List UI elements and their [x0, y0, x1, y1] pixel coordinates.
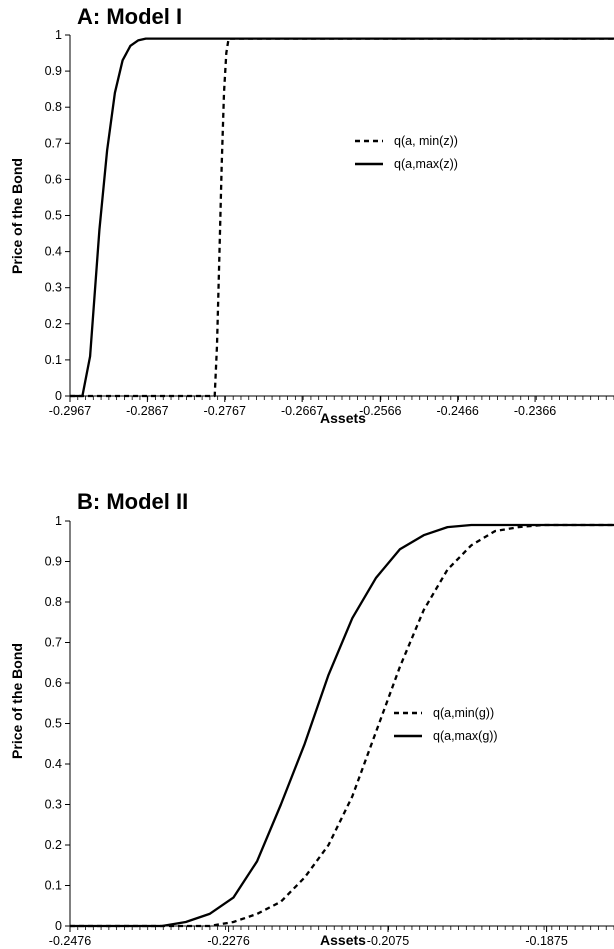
x-tick-label: -0.2667 — [281, 404, 323, 418]
x-tick-label: -0.2476 — [49, 934, 91, 948]
x-tick-label: -0.2566 — [359, 404, 401, 418]
y-axis-label: Price of the Bond — [9, 158, 25, 274]
x-axis-label: Assets — [320, 932, 366, 948]
x-axis-label: Assets — [320, 410, 366, 426]
y-tick-label: 0.3 — [45, 281, 62, 295]
legend: q(a,min(g)) q(a,max(g)) — [394, 706, 498, 743]
y-tick-label: 0.8 — [45, 100, 62, 114]
legend: q(a, min(z)) q(a,max(z)) — [355, 134, 458, 171]
panel-model-ii: B: Model II Price of the Bond Assets q(a… — [9, 489, 614, 948]
y-tick-label: 0.5 — [45, 209, 62, 223]
x-tick-label: -0.2967 — [49, 404, 91, 418]
legend-label: q(a,min(g)) — [433, 706, 494, 720]
panel-model-i: A: Model I Price of the Bond Assets q(a,… — [9, 4, 614, 426]
legend-label: q(a,max(g)) — [433, 729, 498, 743]
y-tick-label: 0.1 — [45, 353, 62, 367]
x-tick-label: -0.2366 — [514, 404, 556, 418]
series-line-0 — [70, 523, 614, 928]
y-tick-label: 0.2 — [45, 838, 62, 852]
panel-title: B: Model II — [77, 489, 188, 514]
y-tick-label: 0.5 — [45, 717, 62, 731]
y-tick-label: 0.6 — [45, 676, 62, 690]
y-tick-label: 1 — [55, 514, 62, 528]
x-tick-label: -0.1875 — [525, 934, 567, 948]
y-tick-label: 0.9 — [45, 555, 62, 569]
y-tick-label: 0.7 — [45, 136, 62, 150]
y-tick-label: 0.4 — [45, 757, 62, 771]
y-tick-label: 0 — [55, 919, 62, 933]
legend-label: q(a,max(z)) — [394, 157, 458, 171]
x-tick-label: -0.2075 — [367, 934, 409, 948]
y-axis-label: Price of the Bond — [9, 643, 25, 759]
series-line-1 — [70, 37, 614, 398]
x-tick-label: -0.2767 — [204, 404, 246, 418]
y-tick-label: 0.9 — [45, 64, 62, 78]
y-tick-label: 1 — [55, 28, 62, 42]
y-tick-label: 0.1 — [45, 879, 62, 893]
y-tick-label: 0.4 — [45, 245, 62, 259]
y-tick-label: 0.2 — [45, 317, 62, 331]
panel-title: A: Model I — [77, 4, 182, 29]
legend-label: q(a, min(z)) — [394, 134, 458, 148]
y-tick-label: 0.3 — [45, 798, 62, 812]
y-tick-label: 0.8 — [45, 595, 62, 609]
x-tick-label: -0.2867 — [126, 404, 168, 418]
y-tick-label: 0 — [55, 389, 62, 403]
series-line-1 — [70, 523, 614, 928]
x-tick-label: -0.2276 — [207, 934, 249, 948]
y-tick-label: 0.7 — [45, 636, 62, 650]
x-tick-label: -0.2466 — [436, 404, 478, 418]
series-line-0 — [70, 37, 614, 398]
y-tick-label: 0.6 — [45, 172, 62, 186]
